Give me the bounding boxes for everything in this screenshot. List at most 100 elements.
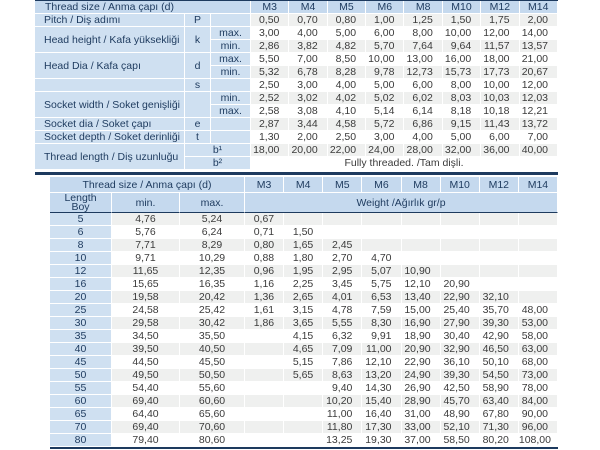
weight-cell: 63,00 [518,343,558,356]
max-cell: 12,35 [180,265,245,278]
column-header-icon-free: M14 [519,1,558,14]
column-header: M6 [362,177,402,193]
max-cell: 25,42 [180,304,245,317]
max-cell: 80,60 [180,434,245,447]
spec-value-cell: 5,72 [366,118,405,131]
spec-row: Head height / Kafa yüksekliği k max. 3,00 4,… [35,27,558,53]
weight-cell: 1,16 [245,278,285,291]
spec-value-cell: 6,78 [289,66,328,79]
weight-cell: 33,00 [401,421,441,434]
weight-cell: 14,30 [362,382,402,395]
minmax-cell: min. [211,66,252,79]
max-cell: 8,29 [180,239,245,252]
length-cell: 5 [50,213,112,226]
max-cell: 5,24 [180,213,245,226]
spec-value-cell: 3,44 [289,118,328,131]
length-cell: 16 [50,278,112,291]
min-cell: 54,40 [112,382,180,395]
weight-cell: 25,40 [440,304,480,317]
weight-cell [479,265,519,278]
weight-cell: 0,88 [245,252,285,265]
max-cell: 6,24 [180,226,245,239]
weight-cell: 10,20 [323,395,363,408]
spec-value-cell: 6,02 [404,92,443,105]
weight-cell: 48,90 [440,408,480,421]
weight-row: 65 64,40 65,60 11,00 16,40 31,00 48,90 67,80 90,… [50,408,558,421]
weight-cell: 58,90 [479,382,519,395]
spec-value-cell: 10,18 [481,105,520,118]
weight-cell [401,252,441,265]
weight-cell: 68,00 [518,356,558,369]
min-cell: 4,76 [112,213,180,226]
weight-cell: 2,25 [284,278,324,291]
spec-value-cell: 6,00 [366,27,405,40]
weight-cell: 19,30 [362,434,402,447]
spec-value-cell: 5,00 [442,131,482,144]
length-cell: 35 [50,330,112,343]
weight-cell: 24,90 [401,369,441,382]
weight-cell: 15,00 [401,304,441,317]
top-header-row: Thread size / Anma çapı (d) M3 M4 M5 M6 M8 M10… [35,1,558,14]
min-cell: 69,40 [112,421,180,434]
spec-value-cell: 28,00 [404,144,443,157]
weight-cell: 11,00 [362,343,402,356]
weight-row: 50 49,50 50,50 5,65 8,63 13,20 24,90 39,30 54,50… [50,369,558,382]
weight-cell [401,213,441,226]
spec-value-cell: 7,64 [404,40,443,53]
weight-cell: 20,90 [401,343,441,356]
bottom-subheader-row: Length Boy min. max. Weight /Ağırlık gr/p [50,193,558,213]
spec-value-cell: 1,25 [404,14,443,27]
spec-value-cell: 40,00 [519,144,558,157]
spec-value-cell: 3,00 [251,27,290,40]
weight-cell [245,408,285,421]
thread-spec-table-header: Thread size / Anma çapı (d) M3 M4 M5 M6 M8 M10… [35,1,558,14]
weight-cell: 1,95 [284,265,324,278]
weight-cell [245,369,285,382]
spec-value-cell: 20,00 [289,144,328,157]
symbol-cell: k [185,27,211,53]
spec-value-cell: 1,50 [442,14,482,27]
weight-cell: 5,65 [284,369,324,382]
weight-row: 8 7,71 8,29 0,80 1,65 2,45 [50,239,558,252]
weight-cell: 11,80 [323,421,363,434]
spec-value-cell: 8,18 [442,105,482,118]
weight-cell [323,213,363,226]
column-header: M14 [518,177,558,193]
spec-value-cell: 8,00 [404,27,443,40]
column-header-icon-free: M12 [481,1,520,14]
weight-cell [440,226,480,239]
column-header-icon-free: M5 [327,1,367,14]
max-cell: 30,42 [180,317,245,330]
spec-value-cell: 8,00 [442,79,482,92]
weight-cell: 13,40 [401,291,441,304]
weight-cell: 18,90 [401,330,441,343]
length-cell: 8 [50,239,112,252]
spec-value-cell: 9,78 [366,66,405,79]
symbol-cell: e [185,118,211,131]
spec-value-cell: 5,32 [251,66,290,79]
row-label: Socket dia / Soket çapı [35,118,185,131]
weight-row: 10 9,71 10,29 0,88 1,80 2,70 4,70 [50,252,558,265]
weight-cell [245,434,285,447]
max-cell: 45,50 [180,356,245,369]
row-label: Head Dia / Kafa çapı [35,53,185,79]
weight-cell: 53,00 [518,317,558,330]
weight-cell: 13,20 [362,369,402,382]
symbol-cell: d [185,53,211,79]
row-label: Socket depth / Soket derinliği [35,131,185,144]
weight-cell: 11,00 [323,408,363,421]
length-cell: 20 [50,291,112,304]
weight-cell: 67,80 [479,408,519,421]
weight-cell: 0,67 [245,213,285,226]
spec-row: Pitch / Diş adımı P 0,50 0,70 0,80 1,00 1,25 1,… [35,14,558,27]
weight-row: 35 34,50 35,50 4,15 6,32 9,91 18,90 30,40 42,90 5… [50,330,558,343]
weight-cell: 39,30 [479,317,519,330]
weight-cell [401,239,441,252]
weight-cell [518,291,558,304]
weight-cell: 96,00 [518,421,558,434]
weight-row: 16 15,65 16,35 1,16 2,25 3,45 5,75 12,10 20,90 [50,278,558,291]
spec-value-cell: 3,08 [289,105,328,118]
column-header: M12 [479,177,519,193]
length-cell: 30 [50,317,112,330]
weight-cell: 5,07 [362,265,402,278]
